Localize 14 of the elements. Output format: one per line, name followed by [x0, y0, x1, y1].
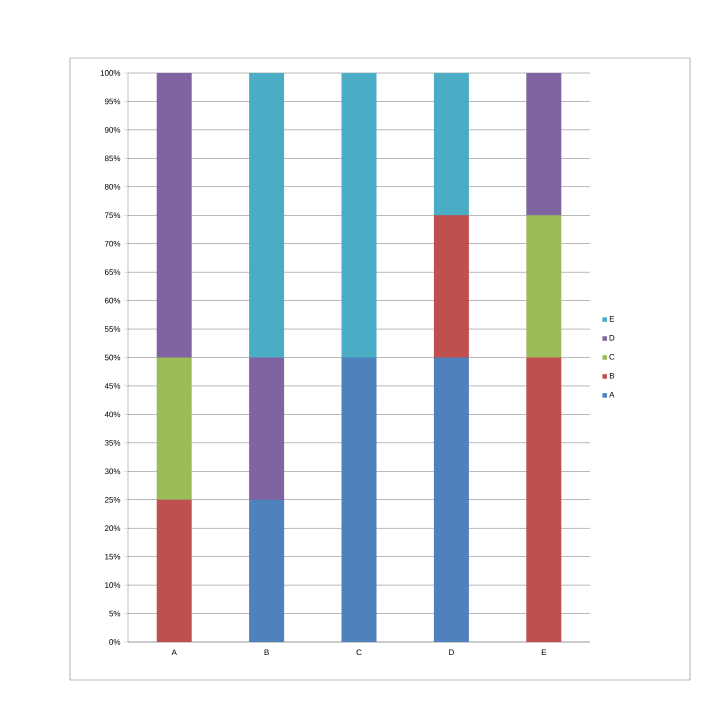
bar: [526, 357, 562, 642]
bar: [434, 357, 469, 642]
bar: [526, 215, 562, 358]
bar: [249, 72, 284, 358]
bar: [342, 357, 377, 642]
bar: [434, 215, 469, 358]
bar: [526, 72, 562, 216]
bar: [249, 357, 284, 500]
bar: [156, 500, 192, 642]
bar: [156, 72, 192, 358]
bar: [434, 72, 469, 216]
bar: [156, 357, 192, 500]
bar: [342, 72, 377, 358]
bar: [249, 500, 284, 642]
